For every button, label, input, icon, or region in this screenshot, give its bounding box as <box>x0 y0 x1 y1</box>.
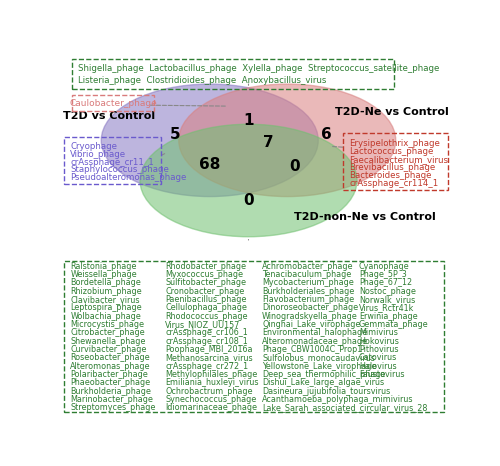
Text: Virus_Rctr41k: Virus_Rctr41k <box>359 303 414 312</box>
Text: 0: 0 <box>290 159 300 174</box>
Text: Virus_NIOZ_UU157: Virus_NIOZ_UU157 <box>165 320 240 329</box>
Text: Clavibacter_virus: Clavibacter_virus <box>70 295 140 304</box>
Text: Rhizobium_phage: Rhizobium_phage <box>70 287 142 295</box>
Text: Shewanella_phage: Shewanella_phage <box>70 336 146 346</box>
Text: 1: 1 <box>243 113 254 128</box>
Text: Cellulophaga_phage: Cellulophaga_phage <box>165 303 247 312</box>
Text: Vibrio_phage: Vibrio_phage <box>70 150 126 159</box>
Text: Bordetella_phage: Bordetella_phage <box>70 278 141 287</box>
Text: Myxococcus_phage: Myxococcus_phage <box>165 270 243 279</box>
Text: Phage_5P_3: Phage_5P_3 <box>359 270 406 279</box>
Text: Achromobacter_phage: Achromobacter_phage <box>262 261 354 271</box>
Text: Flavobacterium_phage: Flavobacterium_phage <box>262 295 354 304</box>
Text: Erwinia_phage: Erwinia_phage <box>359 312 418 321</box>
Text: Rhodobacter_phage: Rhodobacter_phage <box>165 261 246 271</box>
Text: Burkholderiales_phage: Burkholderiales_phage <box>262 287 354 295</box>
Text: Pithovirus: Pithovirus <box>359 345 399 354</box>
Text: Mycobacterium_phage: Mycobacterium_phage <box>262 278 354 287</box>
Text: Cyanophage: Cyanophage <box>359 261 410 271</box>
Text: Catovirus: Catovirus <box>359 353 397 362</box>
Text: crAssphage_cr11_1: crAssphage_cr11_1 <box>70 158 154 167</box>
Text: Polaribacter_phage: Polaribacter_phage <box>70 370 148 379</box>
Text: 5: 5 <box>170 127 180 142</box>
Text: Rhodococcus_phage: Rhodococcus_phage <box>165 312 248 321</box>
Text: Erysipelothrix_phage: Erysipelothrix_phage <box>349 139 440 148</box>
Text: 7: 7 <box>262 135 273 150</box>
Text: crAssphage_cr272_1: crAssphage_cr272_1 <box>165 362 248 370</box>
Text: Ochrobactrum_phage: Ochrobactrum_phage <box>165 387 252 396</box>
Text: Alteromonadaceae_phage: Alteromonadaceae_phage <box>262 336 368 346</box>
Text: Shigella_phage  Lactobacillus_phage  Xylella_phage  Streptococcus_satellite_phag: Shigella_phage Lactobacillus_phage Xylel… <box>78 64 440 73</box>
Text: Microcystis_phage: Microcystis_phage <box>70 320 144 329</box>
Text: Burkholderia_phage: Burkholderia_phage <box>70 387 151 396</box>
Text: Wolbachia_phage: Wolbachia_phage <box>70 312 141 321</box>
Text: crAssphage_cr114_1: crAssphage_cr114_1 <box>349 179 438 189</box>
Text: Lake_Sarah_associated_circular_virus_28: Lake_Sarah_associated_circular_virus_28 <box>262 403 428 412</box>
Text: Tenacibaculum_phage: Tenacibaculum_phage <box>262 270 352 279</box>
Text: 0: 0 <box>243 193 254 208</box>
Text: Deep_sea_thermophilic_phage: Deep_sea_thermophilic_phage <box>262 370 386 379</box>
Text: Bacteroides_phage: Bacteroides_phage <box>349 171 432 180</box>
Text: Weissella_phage: Weissella_phage <box>70 270 137 279</box>
Text: Cronobacter_phage: Cronobacter_phage <box>165 287 244 295</box>
Text: 6: 6 <box>320 127 332 142</box>
Text: Yellowstone_Lake_virophage: Yellowstone_Lake_virophage <box>262 362 376 370</box>
Circle shape <box>140 124 357 237</box>
Text: Emiliania_huxleyi_virus: Emiliania_huxleyi_virus <box>165 378 258 387</box>
Text: Dinoroseobacter_phage: Dinoroseobacter_phage <box>262 303 358 312</box>
Text: Phage_67_12: Phage_67_12 <box>359 278 412 287</box>
Text: Phage_CBW1004C_Prop1: Phage_CBW1004C_Prop1 <box>262 345 362 354</box>
Text: Brevibacillus_phage: Brevibacillus_phage <box>349 164 436 172</box>
Text: Dishui_Lake_large_algae_virus: Dishui_Lake_large_algae_virus <box>262 378 384 387</box>
Text: Streptomyces_phage: Streptomyces_phage <box>70 403 156 412</box>
Text: Cryophage: Cryophage <box>70 142 117 151</box>
Text: Gemmata_phage: Gemmata_phage <box>359 320 428 329</box>
Text: Leptospira_phage: Leptospira_phage <box>70 303 142 312</box>
Text: Poophage_MBI_2016a: Poophage_MBI_2016a <box>165 345 252 354</box>
Text: Faustovirus: Faustovirus <box>359 370 405 379</box>
Text: Acanthamoeba_polyphaga_mimivirus: Acanthamoeba_polyphaga_mimivirus <box>262 395 414 404</box>
Text: crAssphage_cr106_1: crAssphage_cr106_1 <box>165 328 248 337</box>
Text: Methylophilales_phage: Methylophilales_phage <box>165 370 258 379</box>
Text: Alteromonas_phage: Alteromonas_phage <box>70 362 151 370</box>
Text: Curvibacter_phage: Curvibacter_phage <box>70 345 146 354</box>
Text: Dasineura_jujubifolia_toursvirus: Dasineura_jujubifolia_toursvirus <box>262 387 390 396</box>
Text: Methanosarcina_virus: Methanosarcina_virus <box>165 353 253 362</box>
Text: Sulfolobus_monocaudavirus: Sulfolobus_monocaudavirus <box>262 353 375 362</box>
Text: Lactococcus_phage: Lactococcus_phage <box>349 147 434 157</box>
Text: T2D-non-Ne vs Control: T2D-non-Ne vs Control <box>294 212 436 222</box>
Text: crAssphage_cr108_1: crAssphage_cr108_1 <box>165 336 248 346</box>
Text: Mimivirus: Mimivirus <box>359 328 398 337</box>
Text: Roseobacter_phage: Roseobacter_phage <box>70 353 150 362</box>
Text: Ralstonia_phage: Ralstonia_phage <box>70 261 136 271</box>
Text: Qinghai_Lake_virophage: Qinghai_Lake_virophage <box>262 320 360 329</box>
Text: Marinobacter_phage: Marinobacter_phage <box>70 395 153 404</box>
Text: Citrobacter_phage: Citrobacter_phage <box>70 328 145 337</box>
Text: Phaeobacter_phage: Phaeobacter_phage <box>70 378 150 387</box>
Text: Sulfitobacter_phage: Sulfitobacter_phage <box>165 278 246 287</box>
Text: Halovirus: Halovirus <box>359 362 397 370</box>
Circle shape <box>101 84 318 197</box>
Text: Environmental_halophage: Environmental_halophage <box>262 328 367 337</box>
Circle shape <box>179 84 396 197</box>
Text: Hokovirus: Hokovirus <box>359 336 399 346</box>
Text: Staphylococcus_phage: Staphylococcus_phage <box>70 165 169 174</box>
Text: T2D-Ne vs Control: T2D-Ne vs Control <box>335 107 449 117</box>
Text: Nostoc_phage: Nostoc_phage <box>359 287 416 295</box>
Text: Listeria_phage  Clostridioides_phage  Anoxybacillus_virus: Listeria_phage Clostridioides_phage Anox… <box>78 76 326 85</box>
Text: Pseudoalteromonas_phage: Pseudoalteromonas_phage <box>70 173 186 182</box>
Text: Paenibacillus_phage: Paenibacillus_phage <box>165 295 246 304</box>
Text: Winogradskyella_phage: Winogradskyella_phage <box>262 312 358 321</box>
Text: Idiomarinaceae_phage: Idiomarinaceae_phage <box>165 403 257 412</box>
Text: Caulobacter_phage: Caulobacter_phage <box>69 99 157 108</box>
Text: Faecalibacterium_virus: Faecalibacterium_virus <box>349 155 448 164</box>
Text: Synechococcus_phage: Synechococcus_phage <box>165 395 256 404</box>
Text: T2D vs Control: T2D vs Control <box>63 111 155 121</box>
Text: Norwalk_virus: Norwalk_virus <box>359 295 415 304</box>
Text: 68: 68 <box>199 157 220 172</box>
